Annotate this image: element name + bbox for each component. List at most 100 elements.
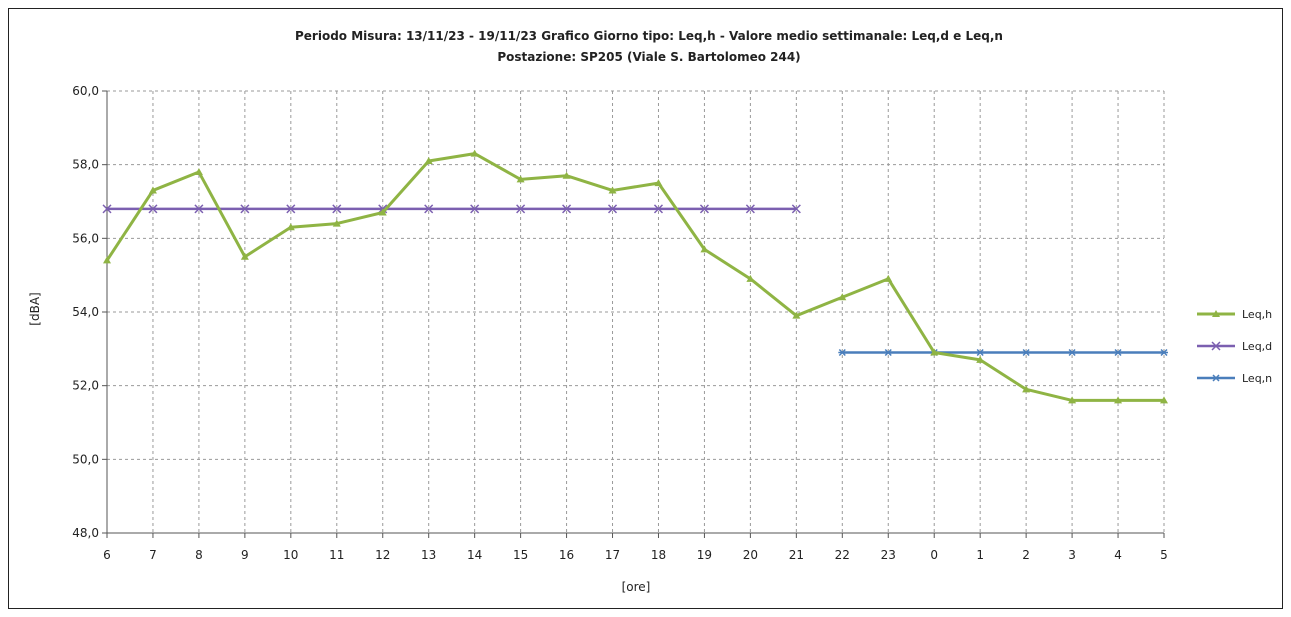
data-point-leq-h [378,208,387,216]
x-tick-label: 19 [697,548,712,562]
legend-item-leq-n: Leq,n [1197,372,1272,385]
data-point-leq-d [286,204,296,214]
data-point-leq-d [424,204,434,214]
x-tick-label: 20 [743,548,758,562]
marker-stroke [148,204,158,214]
x-tick-label: 8 [195,548,203,562]
x-tick-label: 10 [283,548,298,562]
data-point-leq-h [103,256,111,264]
x-tick-label: 1 [976,548,984,562]
marker-stroke [653,204,664,214]
series-leq-h [103,149,1168,404]
data-point-leq-h [976,355,985,363]
marker-stroke [332,204,342,214]
legend-marker [1212,374,1220,382]
x-tick-label: 6 [103,548,111,562]
marker-stroke [516,204,526,214]
y-tick-label: 54,0 [72,305,99,319]
marker-stroke [562,204,572,214]
data-point-leq-h [700,245,709,253]
x-tick-label: 23 [881,548,896,562]
x-tick-label: 22 [835,548,850,562]
axes: 48,050,052,054,056,058,060,06 7 8 9 10 11 12 13… [72,84,1168,562]
chart-subtitle: Postazione: SP205 (Viale S. Bartolomeo 2… [497,50,800,64]
chart-frame: Periodo Misura: 13/11/23 - 19/11/23 Graf… [8,8,1283,609]
data-point-leq-h [332,219,341,227]
data-point-leq-h [608,186,617,194]
data-point-leq-h [1022,385,1031,393]
marker-stroke [838,348,846,357]
data-point-leq-h [562,171,571,179]
x-tick-label: 14 [467,548,482,562]
data-point-leq-h [516,175,525,183]
data-point-leq-n [1160,348,1168,357]
data-point-leq-d [745,204,755,214]
data-point-leq-n [1022,348,1031,357]
marker-stroke [424,204,434,214]
marker-stroke [470,204,480,214]
marker-stroke [286,204,296,214]
marker-stroke [1211,341,1221,351]
data-point-leq-h [240,252,249,260]
legend-marker [1211,341,1221,351]
legend: Leq,h Leq,d Leq,n [1197,308,1272,385]
data-point-leq-d [102,204,112,214]
marker-stroke [194,204,204,214]
data-point-leq-h [654,179,663,187]
data-point-leq-d [240,204,250,214]
grid [107,90,1165,533]
x-tick-label: 17 [605,548,620,562]
marker-stroke [102,204,112,214]
x-tick-label: 18 [651,548,666,562]
x-tick-label: 7 [149,548,157,562]
y-axis-label: [dBA] [28,292,42,325]
legend-label: Leq,d [1242,340,1272,353]
marker-stroke [976,348,984,357]
data-point-leq-d [562,204,572,214]
legend-label: Leq,n [1242,372,1272,385]
data-point-leq-d [699,204,709,214]
marker-stroke [884,348,892,357]
data-point-leq-d [194,204,204,214]
data-point-leq-h [470,149,479,157]
series [102,149,1168,404]
y-tick-label: 58,0 [72,158,99,172]
x-tick-label: 4 [1114,548,1122,562]
legend-label: Leq,h [1242,308,1272,321]
y-tick-label: 50,0 [72,452,99,466]
data-point-leq-d [607,204,618,214]
data-point-leq-n [976,348,985,357]
data-point-leq-h [148,186,157,194]
data-point-leq-h [286,223,295,231]
data-point-leq-h [1068,396,1077,404]
marker-stroke [1212,374,1220,382]
x-axis-label: [ore] [622,580,651,594]
x-tick-label: 15 [513,548,528,562]
marker-stroke [1068,348,1076,357]
data-point-leq-n [1114,348,1123,357]
marker-stroke [240,204,250,214]
data-point-leq-h [884,274,893,282]
x-tick-label: 2 [1022,548,1030,562]
x-tick-label: 16 [559,548,574,562]
x-tick-label: 11 [329,548,344,562]
data-point-leq-h [746,274,755,282]
data-point-leq-n [1068,348,1077,357]
y-tick-label: 60,0 [72,84,99,98]
x-tick-label: 21 [789,548,804,562]
data-point-leq-n [838,348,847,357]
y-tick-label: 48,0 [72,526,99,540]
x-tick-label: 13 [421,548,436,562]
data-point-leq-d [332,204,342,214]
x-tick-label: 3 [1068,548,1076,562]
data-point-leq-h [194,168,203,176]
x-tick-label: 9 [241,548,249,562]
data-point-leq-d [148,204,158,214]
legend-item-leq-d: Leq,d [1197,340,1272,353]
marker-stroke [699,204,709,214]
marker-stroke [607,204,618,214]
marker-stroke [791,204,801,214]
data-point-leq-h [930,348,939,356]
data-point-leq-d [516,204,526,214]
legend-item-leq-h: Leq,h [1197,308,1272,321]
